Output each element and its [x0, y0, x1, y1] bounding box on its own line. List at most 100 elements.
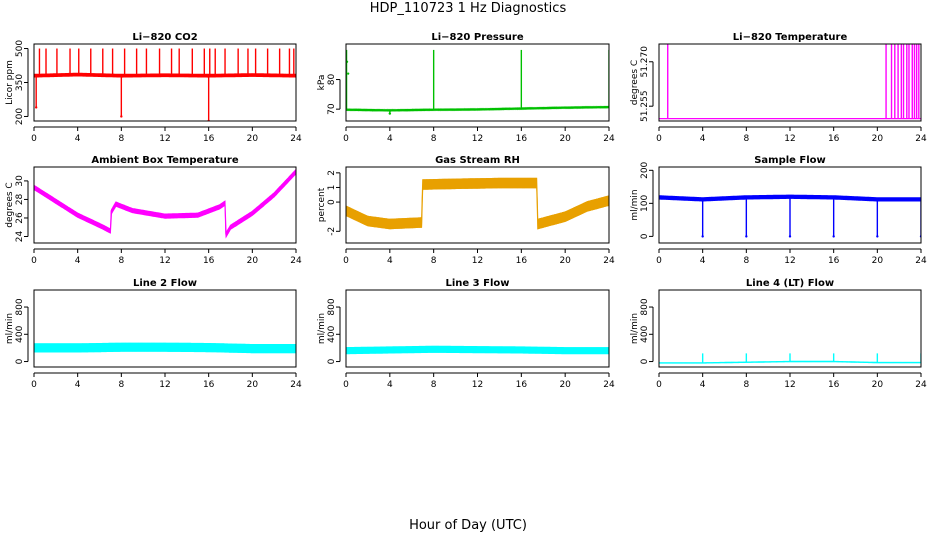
x-tick-label: 4: [387, 256, 393, 266]
spike-down-point: [788, 235, 792, 238]
y-axis-label: ml/min: [5, 313, 15, 344]
x-tick-label: 16: [828, 380, 840, 390]
x-tick-label: 8: [743, 380, 749, 390]
y-axis-label: Licor ppm: [5, 60, 15, 105]
panel-title: Li−820 Pressure: [431, 32, 524, 43]
x-tick-label: 4: [75, 134, 81, 144]
x-tick-label: 8: [118, 380, 124, 390]
y-tick-label: 500: [15, 40, 25, 57]
x-tick-label: 24: [603, 380, 615, 390]
series-trace: [34, 342, 296, 354]
x-tick-label: 20: [247, 256, 259, 266]
x-tick-label: 20: [872, 380, 884, 390]
x-tick-label: 4: [700, 134, 706, 144]
x-axis-label: Hour of Day (UTC): [409, 518, 527, 533]
series-trace: [346, 345, 609, 355]
plot-box: [345, 166, 610, 244]
x-tick-label: 0: [31, 380, 37, 390]
x-tick-label: 0: [31, 134, 37, 144]
y-tick-label: 800: [15, 298, 25, 315]
x-tick-label: 8: [431, 256, 437, 266]
panel-3: Li−820 Temperature 0 4 8 12 16 20 24 51.255 51.27…: [630, 32, 927, 144]
y-tick-label: 800: [327, 298, 337, 315]
x-tick-label: 20: [872, 134, 884, 144]
series-7: [34, 342, 296, 354]
x-tick-label: 24: [915, 134, 927, 144]
x-tick-label: 20: [559, 380, 571, 390]
y-tick-label: 80: [327, 74, 337, 86]
panel-title: Sample Flow: [754, 155, 826, 166]
y-tick-label: 200: [15, 108, 25, 125]
panel-title: Gas Stream RH: [435, 155, 520, 166]
plot-box: [658, 289, 922, 368]
series-3: [659, 44, 921, 120]
x-tick-label: 8: [431, 380, 437, 390]
panel-6: Sample Flow 0 4 8 12 16 20 24 0 100 200 ml/min: [630, 155, 927, 266]
x-tick-label: 8: [118, 134, 124, 144]
x-tick-label: 12: [472, 134, 483, 144]
spike-down-point: [120, 115, 123, 118]
y-axis-label: ml/min: [317, 313, 327, 344]
series-band: [34, 168, 296, 239]
y-tick-label: -2: [327, 227, 337, 236]
y-axis-label: ml/min: [630, 189, 640, 220]
x-tick-label: 16: [516, 134, 528, 144]
x-tick-label: 12: [159, 380, 170, 390]
spike-down-point: [34, 106, 38, 109]
series-2: [346, 49, 609, 115]
plot-box: [658, 43, 922, 122]
x-tick-label: 4: [387, 380, 393, 390]
panel-title: Line 2 Flow: [133, 278, 197, 289]
y-tick-label: 0: [15, 358, 25, 364]
data-point: [347, 72, 350, 75]
y-tick-label: 1: [327, 185, 337, 191]
y-tick-label: 2: [327, 170, 337, 176]
x-tick-label: 24: [915, 256, 927, 266]
panel-title: Line 3 Flow: [446, 278, 510, 289]
x-tick-label: 4: [700, 380, 706, 390]
plot-box: [345, 43, 610, 122]
series-trace: [659, 360, 921, 364]
x-tick-label: 12: [472, 256, 483, 266]
x-tick-label: 8: [118, 256, 124, 266]
x-tick-label: 0: [656, 256, 662, 266]
x-tick-label: 16: [828, 134, 840, 144]
x-tick-label: 0: [343, 256, 349, 266]
x-tick-label: 20: [559, 256, 571, 266]
y-tick-label: 0: [327, 358, 337, 364]
x-tick-label: 24: [290, 134, 302, 144]
x-tick-label: 4: [387, 134, 393, 144]
x-tick-label: 16: [203, 256, 215, 266]
y-tick-label: 800: [640, 298, 650, 315]
x-tick-label: 16: [516, 380, 528, 390]
y-tick-label: 400: [640, 325, 650, 342]
x-tick-label: 20: [559, 134, 571, 144]
series-trace: [34, 73, 296, 78]
y-tick-label: 400: [327, 325, 337, 342]
x-tick-label: 0: [343, 134, 349, 144]
x-tick-label: 24: [603, 134, 615, 144]
plot-box: [345, 289, 610, 368]
x-tick-label: 0: [31, 256, 37, 266]
y-tick-label: 51.255: [640, 90, 650, 122]
figure-title: HDP_110723 1 Hz Diagnostics: [369, 1, 567, 16]
series-5: [346, 177, 609, 230]
y-tick-label: 0: [640, 233, 650, 239]
spike-down-point: [832, 235, 835, 238]
x-tick-label: 12: [784, 380, 795, 390]
x-tick-label: 24: [915, 380, 927, 390]
x-tick-label: 0: [656, 134, 662, 144]
x-tick-label: 4: [75, 256, 81, 266]
panel-title: Line 4 (LT) Flow: [746, 278, 834, 289]
panel-title: Li−820 Temperature: [733, 32, 848, 43]
x-tick-label: 0: [343, 380, 349, 390]
x-tick-label: 20: [247, 380, 259, 390]
y-tick-label: 0: [640, 358, 650, 364]
y-tick-label: 200: [640, 161, 650, 178]
plot-box: [33, 166, 297, 244]
